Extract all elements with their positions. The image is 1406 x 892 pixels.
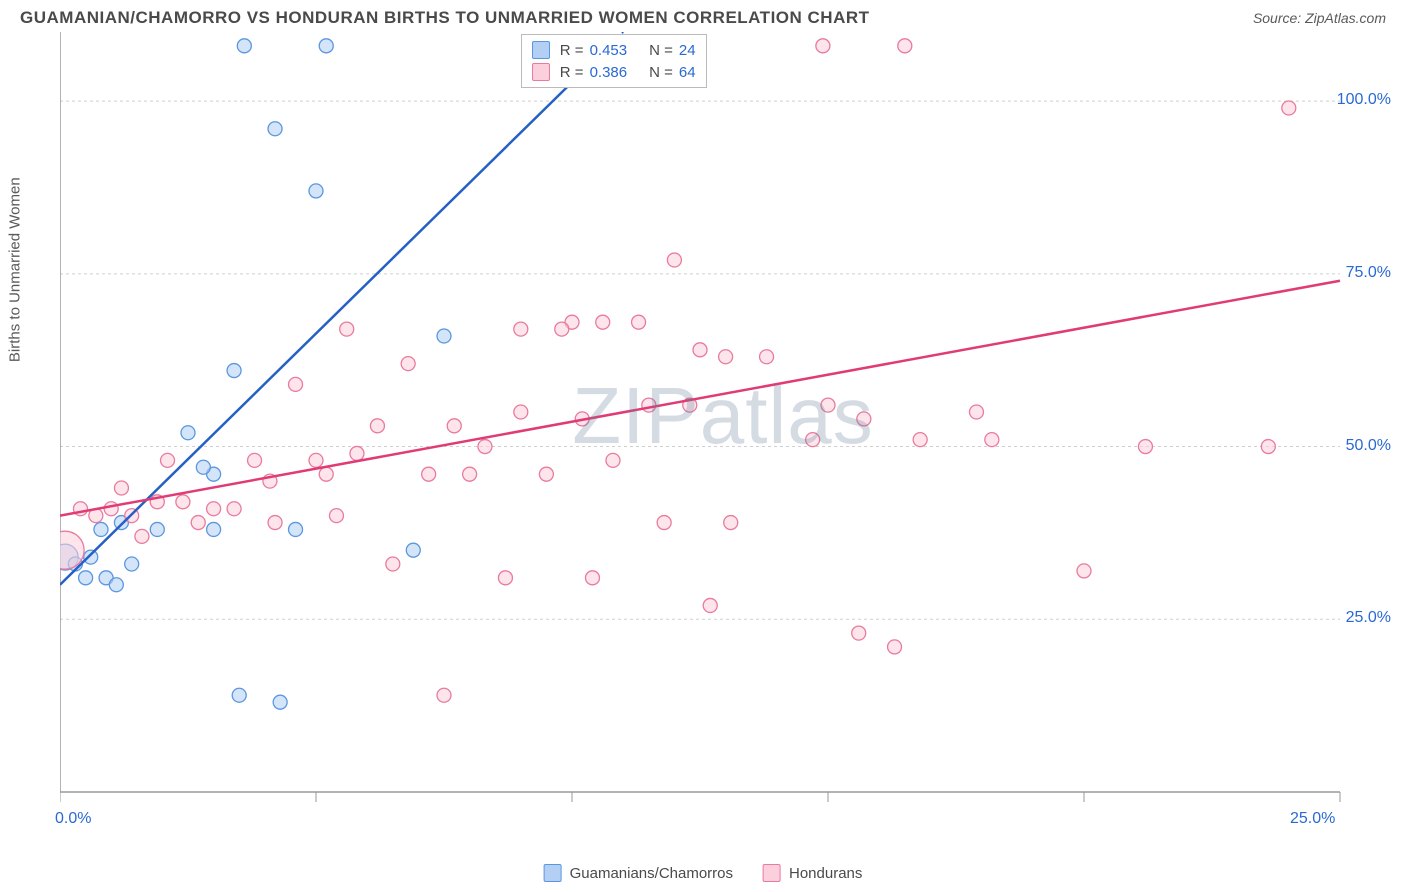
- legend-item: Guamanians/Chamorros: [544, 864, 733, 882]
- legend-swatch: [532, 41, 550, 59]
- stat-r-label: R =: [560, 64, 584, 81]
- chart-legend: Guamanians/Chamorros Hondurans: [544, 864, 863, 882]
- stat-n-label: N =: [649, 42, 673, 59]
- y-tick-label: 25.0%: [1346, 609, 1391, 627]
- chart-container: ZIPatlas R = 0.453N = 24R = 0.386N = 64 …: [60, 32, 1386, 832]
- legend-label: Guamanians/Chamorros: [570, 865, 733, 882]
- stat-r-value: 0.453: [590, 42, 628, 59]
- legend-swatch: [763, 864, 781, 882]
- scatter-chart: [60, 32, 1386, 832]
- legend-swatch: [532, 63, 550, 81]
- y-tick-label: 100.0%: [1337, 91, 1391, 109]
- legend-swatch: [544, 864, 562, 882]
- stat-n-value: 64: [679, 64, 696, 81]
- correlation-stats-box: R = 0.453 N = 24 R = 0.386 N = 64: [521, 34, 707, 88]
- legend-label: Hondurans: [789, 865, 862, 882]
- y-axis-label: Births to Unmarried Women: [7, 177, 24, 362]
- legend-item: Hondurans: [763, 864, 862, 882]
- stat-r-value: 0.386: [590, 64, 628, 81]
- stat-n-value: 24: [679, 42, 696, 59]
- stat-n-label: N =: [649, 64, 673, 81]
- stat-row: R = 0.453 N = 24: [532, 39, 696, 61]
- y-tick-label: 75.0%: [1346, 264, 1391, 282]
- x-tick-label: 0.0%: [55, 810, 91, 828]
- chart-header: GUAMANIAN/CHAMORRO VS HONDURAN BIRTHS TO…: [0, 0, 1406, 32]
- y-tick-label: 50.0%: [1346, 437, 1391, 455]
- chart-source: Source: ZipAtlas.com: [1253, 10, 1386, 26]
- x-tick-label: 25.0%: [1290, 810, 1335, 828]
- stat-row: R = 0.386 N = 64: [532, 61, 696, 83]
- stat-r-label: R =: [560, 42, 584, 59]
- chart-title: GUAMANIAN/CHAMORRO VS HONDURAN BIRTHS TO…: [20, 8, 870, 28]
